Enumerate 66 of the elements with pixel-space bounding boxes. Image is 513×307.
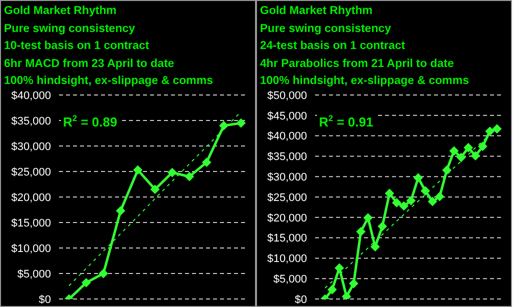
y-tick-label: $40,000 [267, 130, 307, 143]
point [328, 285, 337, 294]
chart-subtitle: Pure swing consistency [4, 22, 136, 36]
y-tick-label: $25,000 [267, 192, 307, 204]
annotation: R$^{2}$ = 0.91 [317, 113, 376, 130]
point [168, 168, 177, 178]
y-tick-label: $5,000 [273, 274, 307, 286]
point [219, 121, 228, 130]
text: 100% hindsight, ex-slippage & comms [4, 74, 213, 89]
point [385, 188, 394, 198]
y-tick-label: $35,000 [267, 151, 307, 164]
y-tick-label: $20,000 [11, 192, 51, 204]
text: 4hr Parabolics from 21 April to date [260, 56, 455, 72]
point [442, 166, 452, 175]
y-tick-label: $0 [38, 294, 51, 306]
point [364, 213, 372, 222]
point [492, 124, 502, 134]
y-tick-label: $5,000 [17, 268, 51, 280]
point [485, 126, 494, 136]
y-tick-label: $0 [294, 294, 307, 306]
point [98, 269, 108, 278]
point [471, 151, 480, 160]
y-tick-label: $15,000 [11, 217, 51, 230]
y-tick-label: $10,000 [267, 253, 307, 266]
point [414, 173, 423, 182]
point [133, 165, 142, 174]
y-tick-label: $40,000 [11, 90, 51, 102]
point [428, 196, 437, 206]
y-tick-label: $30,000 [267, 172, 307, 184]
chart-subtitle: Pure swing consistency [260, 22, 392, 36]
point [406, 196, 416, 206]
point [202, 158, 212, 167]
y-tick-label: $45,000 [267, 110, 307, 122]
point [420, 186, 430, 196]
point [342, 292, 351, 299]
y-tick-label: $10,000 [11, 242, 51, 255]
point [334, 263, 344, 272]
point [399, 201, 408, 210]
annotation: R$^{2}$ = 0.89 [61, 113, 120, 130]
y-tick-label: $30,000 [11, 140, 51, 153]
text: 100% hindsight, ex-slippage & comms [260, 74, 469, 89]
point [184, 172, 194, 182]
y-tick-label: $15,000 [267, 232, 307, 245]
text: 10-test basis on 1 contract [4, 39, 150, 54]
text: 24-test basis on 1 contract [260, 39, 406, 54]
point [478, 142, 488, 151]
point [378, 222, 387, 231]
y-tick-label: $35,000 [11, 115, 51, 128]
point [464, 143, 473, 152]
point [82, 278, 91, 288]
point [349, 278, 358, 288]
text: 6hr MACD from 23 April to date [4, 56, 176, 72]
point [236, 118, 246, 128]
y-tick-label: $50,000 [267, 90, 307, 102]
point [150, 184, 160, 194]
point [116, 206, 126, 216]
chart-title: Gold Market Rhythm [4, 4, 118, 19]
y-tick-label: $20,000 [267, 212, 307, 224]
point [356, 227, 366, 236]
chart-title: Gold Market Rhythm [260, 4, 374, 19]
point [392, 198, 402, 208]
point [435, 192, 444, 202]
y-tick-label: $25,000 [11, 166, 51, 178]
point [450, 146, 458, 156]
point [456, 152, 466, 162]
point [370, 242, 380, 252]
